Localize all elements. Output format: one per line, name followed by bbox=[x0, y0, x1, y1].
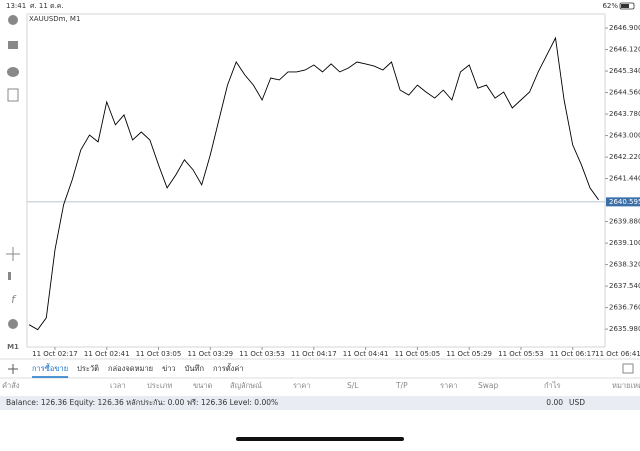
objects-icon[interactable] bbox=[8, 319, 18, 329]
column-header: T/P bbox=[395, 381, 408, 390]
x-tick-label: 11 Oct 04:41 bbox=[343, 350, 389, 358]
y-tick-label: 2646.900 bbox=[609, 24, 640, 32]
y-tick-label: 2638.320 bbox=[609, 261, 640, 269]
status-battery: 62% bbox=[602, 2, 618, 10]
tab[interactable]: บันทึก bbox=[185, 364, 204, 373]
x-tick-label: 11 Oct 03:05 bbox=[136, 350, 182, 358]
y-tick-label: 2644.560 bbox=[609, 89, 640, 97]
column-header: ราคา bbox=[440, 381, 457, 390]
column-header: S/L bbox=[347, 381, 359, 390]
column-header: ขนาด bbox=[193, 381, 212, 390]
y-tick-label: 2645.340 bbox=[609, 67, 640, 75]
x-tick-label: 11 Oct 05:05 bbox=[395, 350, 441, 358]
add-button[interactable] bbox=[8, 364, 18, 374]
y-tick-label: 2637.540 bbox=[609, 282, 640, 290]
price-line bbox=[28, 36, 599, 331]
layout-icon[interactable] bbox=[622, 363, 634, 374]
y-tick-label: 2635.980 bbox=[609, 325, 640, 333]
function-icon[interactable]: f bbox=[11, 293, 17, 306]
y-tick-label: 2636.760 bbox=[609, 304, 640, 312]
column-header: สัญลักษณ์ bbox=[230, 381, 262, 390]
account-currency: USD bbox=[569, 398, 585, 407]
account-profit: 0.00 bbox=[546, 398, 563, 407]
battery-level bbox=[621, 4, 629, 8]
tab[interactable]: ประวัติ bbox=[77, 364, 99, 373]
y-tick-label: 2646.120 bbox=[609, 46, 640, 54]
x-tick-label: 11 Oct 06:41 bbox=[595, 350, 640, 358]
y-tick-label: 2642.220 bbox=[609, 153, 640, 161]
tab[interactable]: การตั้งค่า bbox=[213, 363, 244, 373]
battery-icon bbox=[619, 2, 635, 10]
column-header: Swap bbox=[478, 381, 498, 390]
current-price-label: 2640.595 bbox=[609, 198, 640, 206]
chart-title: XAUUSDm, M1 bbox=[29, 15, 80, 23]
x-tick-label: 11 Oct 02:17 bbox=[32, 350, 78, 358]
x-tick-label: 11 Oct 03:29 bbox=[187, 350, 233, 358]
column-header: เวลา bbox=[110, 381, 126, 390]
x-tick-label: 11 Oct 02:41 bbox=[84, 350, 130, 358]
column-header: ประเภท bbox=[147, 381, 172, 390]
status-time: 13:41 bbox=[6, 2, 26, 10]
tab[interactable]: การซื้อขาย bbox=[32, 363, 68, 373]
home-indicator bbox=[236, 437, 404, 441]
x-tick-label: 11 Oct 05:53 bbox=[498, 350, 544, 358]
column-header: กำไร bbox=[544, 381, 561, 390]
x-tick-label: 11 Oct 03:53 bbox=[239, 350, 285, 358]
plot-frame bbox=[26, 13, 606, 348]
balance-bar bbox=[0, 396, 640, 410]
crosshair-icon[interactable] bbox=[6, 247, 20, 261]
timeframe-button[interactable]: M1 bbox=[7, 343, 19, 351]
y-tick-label: 2639.880 bbox=[609, 218, 640, 226]
x-tick-label: 11 Oct 06:17 bbox=[550, 350, 596, 358]
y-tick-label: 2639.100 bbox=[609, 239, 640, 247]
trade-icon[interactable] bbox=[8, 41, 18, 49]
left-toolbar: f bbox=[6, 15, 20, 329]
x-tick-label: 11 Oct 05:29 bbox=[446, 350, 492, 358]
chat-icon[interactable] bbox=[7, 67, 19, 77]
column-header: คำสั่ง bbox=[2, 380, 20, 390]
status-date: ศ. 11 ต.ค. bbox=[30, 2, 64, 10]
tab[interactable]: กล่องจดหมาย bbox=[108, 364, 153, 373]
y-tick-label: 2641.440 bbox=[609, 175, 640, 183]
account-summary: Balance: 126.36 Equity: 126.36 หลักประกั… bbox=[6, 398, 278, 407]
y-tick-label: 2643.000 bbox=[609, 132, 640, 140]
new-order-icon[interactable] bbox=[7, 88, 19, 102]
tab[interactable]: ข่าว bbox=[162, 364, 176, 373]
user-icon[interactable] bbox=[8, 15, 18, 25]
y-tick-label: 2643.780 bbox=[609, 110, 640, 118]
column-header: หมายเหตุ bbox=[612, 381, 640, 390]
x-tick-label: 11 Oct 04:17 bbox=[291, 350, 337, 358]
current-price-box bbox=[606, 197, 640, 207]
column-header: ราคา bbox=[293, 381, 310, 390]
indicator-icon[interactable] bbox=[8, 272, 11, 280]
